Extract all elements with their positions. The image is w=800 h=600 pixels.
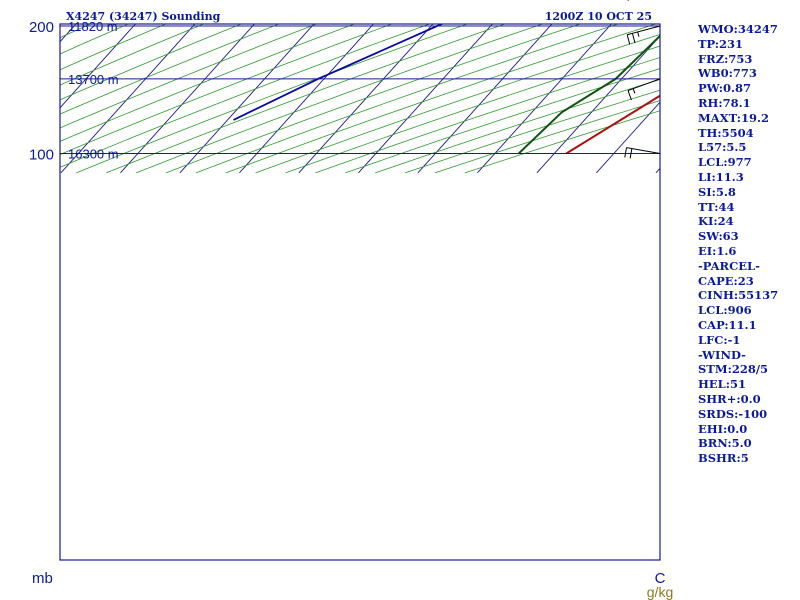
sounding-index: EI:1.6 — [698, 243, 737, 258]
sounding-index: L57:5.5 — [698, 140, 747, 155]
sounding-index: MAXT:19.2 — [698, 110, 769, 125]
sounding-index: LCL:977 — [698, 155, 752, 170]
sounding-index: RH:78.1 — [698, 95, 751, 110]
wind-barb-flag — [627, 0, 629, 1]
wind-barb-half-flag — [632, 88, 636, 94]
sounding-index: TT:44 — [698, 199, 735, 214]
wind-barb — [627, 78, 661, 101]
isotherm-line — [536, 35, 660, 174]
sounding-index: LFC:-1 — [698, 332, 741, 347]
sounding-index: SI:5.8 — [698, 184, 736, 199]
wind-barb-staff — [627, 25, 661, 36]
wind-barb — [627, 0, 629, 1]
isotherm-line — [477, 24, 613, 174]
pressure-tick-label: 100 — [29, 146, 54, 163]
wind-barb-flag — [626, 34, 631, 45]
sounding-index: SRDS:-100 — [698, 406, 768, 421]
sounding-index: TP:231 — [698, 36, 744, 51]
height-label: 13700 m — [68, 72, 119, 87]
wind-barb-flag — [629, 148, 633, 159]
sounding-index: LCL:906 — [698, 303, 752, 318]
sounding-index: -PARCEL- — [698, 258, 760, 273]
station-title: X4247 (34247) Sounding — [66, 10, 221, 23]
wind-barb-flag — [631, 33, 636, 44]
plot-frame — [59, 23, 661, 561]
sounding-index: HEL:51 — [698, 377, 746, 392]
sounding-index: -WIND- — [698, 347, 746, 362]
sounding-index: SHR+:0.0 — [698, 391, 761, 406]
wind-barb-flag — [624, 147, 628, 158]
wind-barb-flag — [627, 90, 632, 101]
sounding-index: BSHR:5 — [698, 451, 749, 466]
sounding-index: FRZ:753 — [698, 51, 753, 66]
sounding-index: EHI:0.0 — [698, 421, 748, 436]
sounding-index: CINH:55137 — [698, 288, 779, 303]
temperature-unit-label: C — [655, 570, 666, 587]
sounding-index: LI:11.3 — [698, 169, 744, 184]
sounding-index: KI:24 — [698, 214, 734, 229]
sounding-index: BRN:5.0 — [698, 436, 752, 451]
isotherm-line — [179, 24, 315, 174]
wind-barb-staff — [626, 147, 661, 154]
wind-barb — [624, 147, 661, 159]
pressure-unit-label: mb — [32, 570, 53, 587]
sounding-index: STM:228/5 — [698, 362, 769, 377]
pressure-tick-label: 200 — [29, 19, 54, 36]
sounding-index: WMO:34247 — [698, 22, 778, 36]
sounding-indices-panel: WMO:34247 TP:231 FRZ:753 WB0:773 PW:0.87 RH:7… — [698, 22, 798, 466]
height-label: 11820 m — [68, 19, 118, 34]
sounding-index: SW:63 — [698, 229, 739, 244]
isotherm-line — [358, 24, 494, 174]
isotherm-line — [239, 24, 375, 174]
plot-area — [60, 24, 660, 174]
sounding-index: WB0:773 — [698, 66, 757, 81]
sounding-datetime: 1200Z 10 OCT 25 — [545, 10, 652, 23]
isotherm-line — [60, 24, 196, 174]
isotherm-line — [60, 24, 137, 109]
sounding-index: TH:5504 — [698, 125, 754, 140]
sounding-index: PW:0.87 — [698, 81, 752, 96]
sounding-index: CAPE:23 — [698, 273, 754, 288]
wind-barb-half-flag — [637, 31, 640, 37]
mixing-ratio-unit-label: g/kg — [647, 584, 673, 600]
height-label: 16300 m — [68, 146, 119, 161]
sounding-index: CAP:11.1 — [698, 317, 757, 332]
isotherm-line — [417, 24, 553, 174]
wind-barb — [626, 25, 661, 45]
isotherm-line — [120, 24, 256, 174]
